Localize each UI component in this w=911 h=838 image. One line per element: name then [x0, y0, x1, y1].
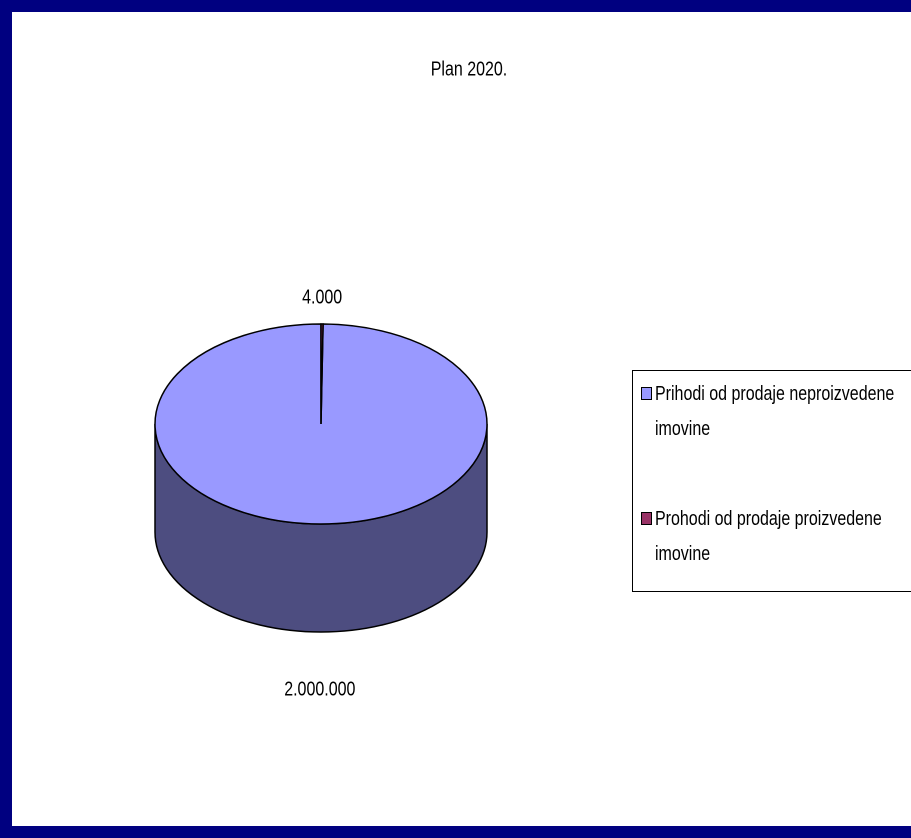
- data-label: 2.000.000: [284, 678, 355, 700]
- legend-swatch: [641, 512, 652, 525]
- legend-swatch: [641, 387, 652, 400]
- chart-title: Plan 2020.: [431, 58, 508, 80]
- legend: Prihodi od prodaje neproizvedene imovine…: [632, 370, 911, 592]
- chart: Plan 2020. 2.000.000 4.000: [154, 58, 508, 700]
- chart-area: Plan 2020. 2.000.000 4.000 Prihodi od pro…: [12, 12, 911, 826]
- legend-label: Prohodi od prodaje proizvedene imovine: [655, 508, 882, 565]
- legend-label: Prihodi od prodaje neproizvedene imovine: [655, 383, 895, 440]
- data-label: 4.000: [302, 286, 342, 308]
- pie-slice: [320, 323, 324, 425]
